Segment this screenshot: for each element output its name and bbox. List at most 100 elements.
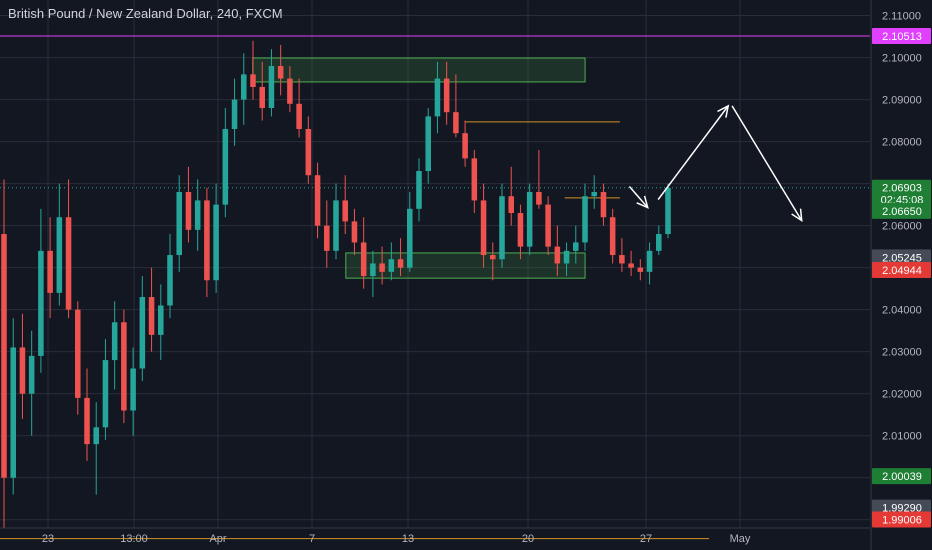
x-tick-label: 23	[42, 533, 54, 545]
candle-body	[499, 196, 505, 260]
arrow-head	[636, 195, 649, 209]
horizontal-levels	[0, 35, 870, 540]
y-tick-label: 2.04000	[882, 305, 922, 317]
time-axis: 23 13:00 Apr 7 13 20 27 May	[0, 527, 870, 545]
candle-body	[490, 255, 496, 260]
chart-title: British Pound / New Zealand Dollar, 240,…	[8, 6, 283, 21]
candle-body	[111, 322, 118, 361]
candle-body	[600, 192, 607, 218]
price-tag: 2.05245	[872, 249, 931, 266]
candle-body	[397, 259, 404, 268]
candle-body	[84, 397, 90, 445]
candle-body	[277, 65, 284, 79]
price-tag-label: 2.04944	[882, 265, 922, 277]
candle-body	[93, 427, 99, 445]
arrow-shaft	[657, 105, 729, 201]
candle-body	[222, 128, 229, 205]
price-tag-label: 1.99006	[882, 514, 922, 526]
price-tag-label: 1.99290	[882, 503, 922, 515]
candle-body	[213, 204, 219, 281]
candle-body	[591, 192, 597, 197]
candle-body	[554, 246, 561, 264]
price-tag-bg	[872, 28, 931, 45]
price-tag-bg	[872, 511, 931, 528]
candle-body	[250, 74, 256, 87]
x-tick-label: 27	[640, 533, 652, 545]
y-tick-label: 2.06000	[882, 221, 922, 233]
candle-body	[305, 128, 312, 176]
candle-body	[480, 200, 487, 256]
candle-body	[351, 221, 358, 243]
candle-body	[333, 200, 339, 251]
y-tick-label: 2.01000	[882, 431, 922, 443]
x-tick-label: 7	[309, 533, 315, 545]
y-tick-label: 2.08000	[882, 137, 922, 149]
candle-body	[259, 86, 265, 108]
candle-body	[158, 305, 164, 335]
candle-body	[416, 171, 422, 209]
zone-rectangles	[252, 57, 586, 279]
zone-box	[252, 57, 586, 83]
price-tag-label: 2.00039	[882, 471, 922, 483]
x-tick-label: Apr	[209, 533, 226, 545]
candle-body	[121, 322, 127, 411]
price-tag: 2.04944	[872, 262, 931, 278]
candle-body	[517, 213, 524, 247]
candle-body	[573, 242, 579, 251]
candle-body	[56, 217, 63, 293]
candle-body	[1, 234, 7, 478]
candle-body	[268, 65, 275, 108]
y-tick-label: 2.03000	[882, 347, 922, 359]
candle-body	[296, 103, 302, 129]
candle-body	[628, 263, 634, 268]
price-tag: 1.99006	[872, 511, 931, 528]
candle-body	[65, 217, 72, 310]
arrow-head	[717, 104, 730, 118]
candle-body	[231, 99, 238, 129]
y-tick-label: 2.09000	[882, 95, 922, 107]
candle-body	[176, 192, 182, 256]
price-tag-bg	[872, 468, 931, 485]
arrow-shaft	[628, 186, 649, 209]
candle-body	[453, 112, 459, 134]
price-tags: 2.105132.0690302:45:082.066502.052452.04…	[872, 28, 931, 528]
candle-body	[379, 263, 385, 272]
y-tick-label: 2.02000	[882, 389, 922, 401]
candle-body	[241, 74, 247, 100]
candle-body	[47, 250, 53, 293]
price-tag-bg	[872, 202, 931, 219]
candle-body	[508, 196, 514, 214]
candle-body	[526, 192, 533, 247]
candle-body	[609, 217, 616, 256]
candle-body	[102, 360, 109, 428]
candle-body	[443, 78, 450, 113]
candle-body	[342, 200, 348, 222]
price-tag-label: 2.05245	[882, 252, 922, 264]
candle-body	[28, 355, 35, 394]
candle-body	[75, 309, 81, 398]
candle-body	[471, 158, 478, 201]
price-tag-bg	[872, 262, 931, 278]
candle-body	[148, 297, 155, 335]
arrow-shaft	[731, 105, 803, 221]
candle-body	[324, 225, 330, 251]
candle-body	[582, 196, 588, 243]
price-tag-label: 2.10513	[882, 31, 922, 43]
x-tick-label: 13:00	[120, 533, 148, 545]
candle-body	[360, 242, 367, 277]
price-tag: 2.10513	[872, 28, 931, 45]
candle-body	[185, 192, 192, 230]
x-tick-label: May	[730, 533, 751, 545]
candle-body	[204, 200, 210, 281]
candle-body	[370, 263, 376, 277]
x-tick-label: 13	[402, 533, 414, 545]
y-tick-label: 2.11000	[882, 11, 921, 23]
candle-body	[545, 204, 551, 247]
candle-body	[130, 368, 136, 411]
candle-body	[194, 200, 201, 230]
candle-body	[314, 175, 321, 226]
candle-body	[167, 255, 173, 306]
price-tag: 2.06650	[872, 202, 931, 219]
